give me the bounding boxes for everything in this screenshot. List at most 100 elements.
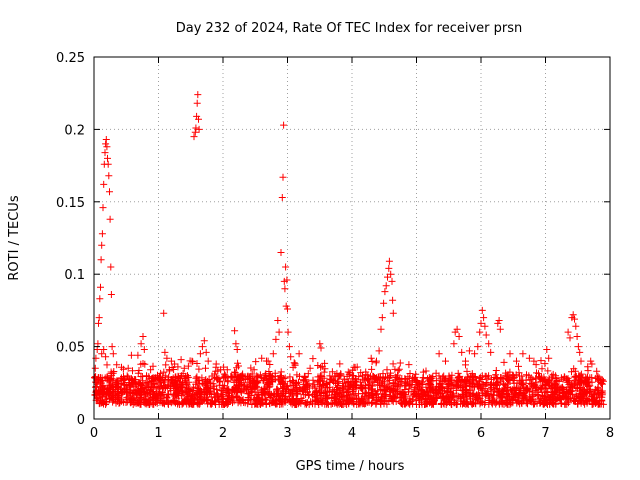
- data-point: [195, 365, 203, 373]
- data-point: [136, 389, 143, 397]
- data-point: [575, 378, 583, 386]
- data-point: [530, 357, 538, 365]
- data-point: [334, 399, 342, 407]
- data-point: [363, 398, 371, 406]
- data-point: [434, 382, 442, 390]
- data-point: [405, 361, 413, 369]
- data-point: [402, 375, 410, 383]
- data-point: [127, 392, 135, 400]
- data-point: [568, 390, 576, 398]
- data-point: [482, 372, 490, 380]
- data-point: [291, 401, 299, 408]
- data-point: [335, 393, 343, 401]
- data-point: [375, 347, 383, 355]
- data-point: [239, 386, 247, 394]
- data-point: [369, 394, 377, 402]
- data-point: [478, 306, 486, 314]
- data-point: [589, 396, 597, 404]
- data-point: [202, 348, 210, 356]
- chart-title: Day 232 of 2024, Rate Of TEC Index for r…: [176, 21, 523, 36]
- data-point: [95, 319, 102, 327]
- data-point: [358, 384, 365, 392]
- y-tick-label: 0.25: [56, 51, 85, 66]
- data-point: [203, 382, 211, 390]
- data-point: [334, 373, 342, 381]
- data-point: [251, 388, 259, 396]
- data-point: [576, 348, 584, 356]
- data-point: [557, 399, 565, 407]
- data-point: [570, 373, 578, 381]
- data-point: [97, 379, 105, 387]
- data-point: [207, 400, 215, 408]
- data-point: [178, 378, 186, 386]
- data-point: [451, 399, 459, 407]
- data-point: [234, 376, 242, 384]
- data-point: [108, 372, 115, 380]
- data-point: [327, 400, 335, 408]
- data-point: [135, 397, 143, 405]
- data-point: [287, 386, 295, 393]
- data-point: [284, 328, 292, 336]
- data-point: [177, 356, 185, 364]
- data-point: [232, 340, 240, 348]
- data-point: [250, 366, 258, 374]
- data-point: [102, 353, 110, 361]
- x-tick-label: 0: [90, 426, 98, 441]
- data-point: [339, 387, 347, 395]
- data-point: [454, 381, 461, 389]
- data-point: [179, 369, 187, 377]
- data-point: [485, 400, 493, 408]
- data-point: [346, 369, 354, 377]
- data-point: [148, 394, 156, 402]
- data-point: [188, 357, 196, 365]
- data-point: [100, 346, 108, 353]
- data-point: [107, 291, 115, 298]
- x-tick-label: 6: [477, 426, 485, 441]
- data-point: [370, 379, 378, 387]
- data-point: [328, 368, 336, 376]
- data-point: [488, 399, 496, 407]
- data-point: [584, 383, 592, 390]
- data-point: [492, 367, 500, 374]
- data-point: [138, 385, 146, 393]
- data-point: [92, 378, 100, 386]
- data-point: [92, 354, 100, 362]
- data-point: [258, 391, 266, 398]
- data-point: [160, 378, 168, 386]
- x-tick-label: 8: [606, 426, 614, 441]
- data-point: [320, 368, 328, 376]
- data-point: [98, 350, 106, 358]
- data-point: [548, 382, 556, 390]
- data-point: [516, 372, 523, 380]
- data-point: [418, 398, 425, 406]
- data-point: [425, 374, 433, 381]
- data-point: [405, 385, 413, 393]
- data-point: [332, 379, 340, 387]
- data-point: [192, 374, 200, 382]
- data-point: [537, 357, 545, 365]
- y-tick-label: 0.1: [64, 268, 85, 283]
- data-point: [559, 384, 567, 392]
- data-point: [383, 366, 391, 374]
- data-point: [162, 361, 170, 369]
- data-point: [480, 314, 488, 322]
- data-point: [158, 382, 165, 390]
- data-point: [215, 400, 223, 408]
- data-point: [158, 399, 166, 406]
- data-point: [462, 357, 469, 365]
- data-point: [105, 381, 113, 389]
- data-point: [184, 372, 191, 380]
- data-point: [253, 396, 261, 404]
- data-point: [284, 382, 292, 390]
- data-point: [320, 374, 328, 382]
- data-point: [573, 333, 581, 340]
- data-point: [382, 282, 390, 290]
- data-point: [367, 354, 375, 362]
- data-point: [330, 387, 338, 395]
- data-point: [338, 400, 346, 408]
- data-point: [243, 383, 251, 391]
- data-point: [476, 374, 484, 382]
- data-point: [594, 372, 602, 380]
- data-point: [197, 389, 205, 397]
- data-point: [568, 368, 575, 376]
